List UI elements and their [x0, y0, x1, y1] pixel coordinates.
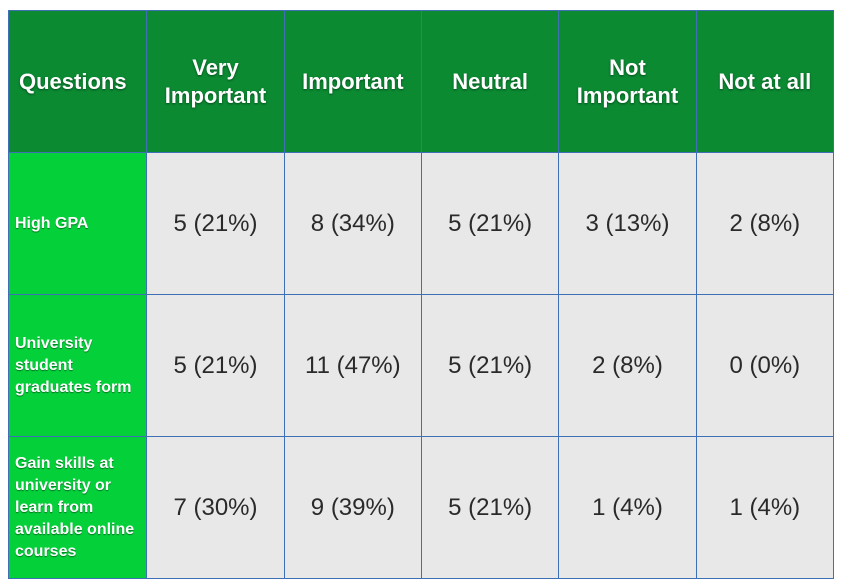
- column-header-not-at-all: Not at all: [695, 10, 835, 153]
- value-cell: 5 (21%): [420, 294, 560, 437]
- value-cell: 0 (0%): [695, 294, 835, 437]
- value-cell: 5 (21%): [146, 152, 285, 295]
- value-cell: 5 (21%): [420, 152, 560, 295]
- table-row: High GPA 5 (21%) 8 (34%) 5 (21%) 3 (13%)…: [7, 152, 835, 295]
- column-header-important: Important: [283, 10, 422, 153]
- table-row: Gain skills at university or learn from …: [7, 436, 835, 579]
- value-cell: 1 (4%): [695, 436, 835, 579]
- column-header-neutral: Neutral: [420, 10, 560, 153]
- value-cell: 2 (8%): [558, 294, 697, 437]
- survey-results-table: Questions Very Important Important Neutr…: [7, 10, 835, 579]
- column-header-very-important: Very Important: [146, 10, 285, 153]
- row-label-university-graduates: University student graduates form: [7, 294, 148, 437]
- value-cell: 3 (13%): [558, 152, 697, 295]
- column-header-not-important: Not Important: [558, 10, 697, 153]
- value-cell: 8 (34%): [283, 152, 422, 295]
- header-row: Questions Very Important Important Neutr…: [7, 10, 835, 153]
- column-header-questions: Questions: [7, 10, 148, 153]
- value-cell: 5 (21%): [420, 436, 560, 579]
- value-cell: 2 (8%): [695, 152, 835, 295]
- row-label-high-gpa: High GPA: [7, 152, 148, 295]
- value-cell: 7 (30%): [146, 436, 285, 579]
- value-cell: 5 (21%): [146, 294, 285, 437]
- value-cell: 9 (39%): [283, 436, 422, 579]
- table-row: University student graduates form 5 (21%…: [7, 294, 835, 437]
- value-cell: 1 (4%): [558, 436, 697, 579]
- row-label-gain-skills: Gain skills at university or learn from …: [7, 436, 148, 579]
- value-cell: 11 (47%): [283, 294, 422, 437]
- survey-table-container: Questions Very Important Important Neutr…: [7, 10, 835, 579]
